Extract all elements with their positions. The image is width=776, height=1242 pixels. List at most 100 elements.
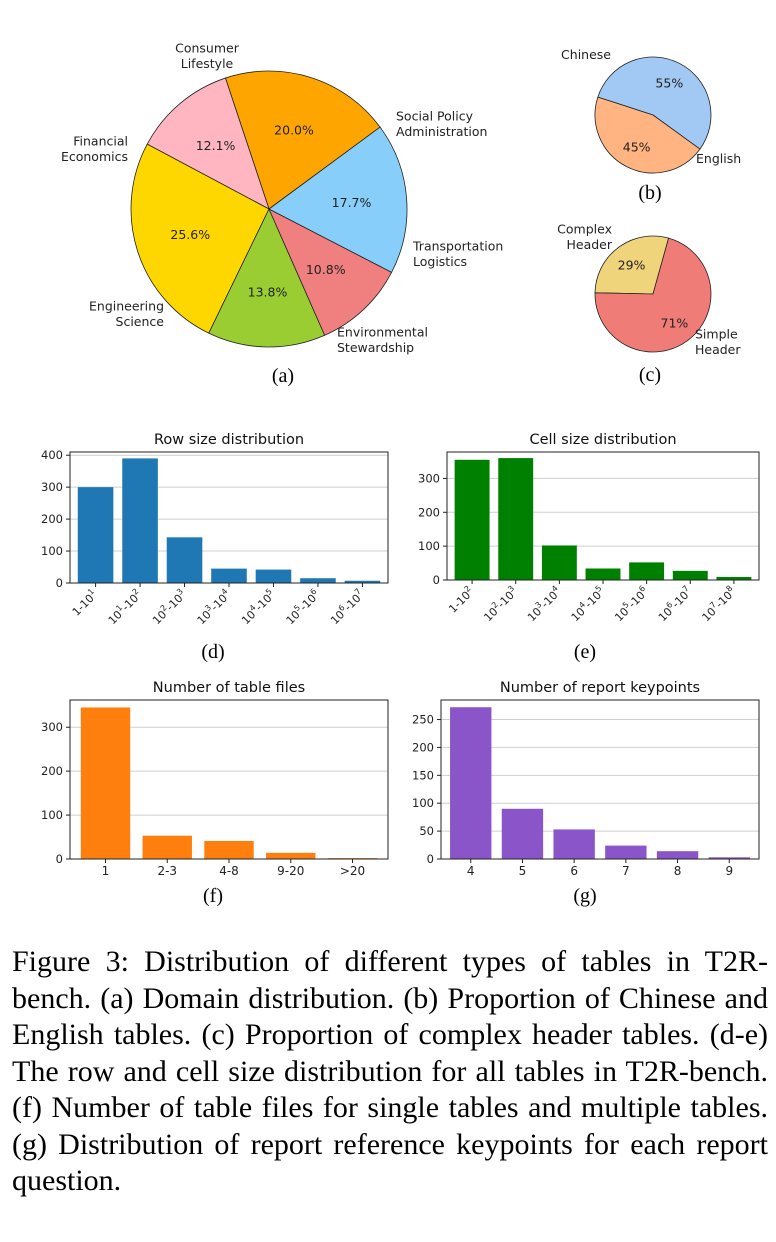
pie-percent-label: 20.0% [274, 123, 314, 138]
plot-frame [69, 451, 389, 584]
panel-label: (g) [573, 885, 596, 907]
bar [450, 707, 492, 859]
y-tick-label: 100 [412, 796, 434, 810]
x-tick-label: 102-103 [149, 587, 189, 627]
y-tick-label: 200 [412, 740, 434, 754]
bar-chart-e: 0 100 200 300 1-102102-103103-104104-105105-… [418, 432, 760, 663]
pie-slice [597, 56, 712, 150]
panel-label: (b) [638, 182, 661, 204]
x-tick-label: 1-101 [68, 587, 100, 619]
panel-label: (d) [201, 641, 224, 663]
bar [553, 829, 595, 859]
pie-chart-c: 29% Complex Header 71% Simple Header (c) [557, 221, 741, 386]
bar [672, 570, 708, 580]
pie-slice-label: Financial Economics [61, 133, 128, 164]
x-tick-label: >20 [340, 864, 365, 878]
y-tick-label: 50 [419, 824, 434, 838]
bar [716, 576, 752, 580]
y-tick-label: 0 [433, 573, 440, 587]
pie-slice [146, 77, 270, 210]
x-tick-label: 105-106 [611, 584, 651, 624]
x-tick-label: 102-103 [480, 584, 520, 624]
x-tick-label: 104-105 [567, 584, 607, 624]
pie-slice-label: English [696, 151, 741, 166]
pie-chart-b: 55% Chinese 45% English (b) [561, 47, 741, 204]
panel-label: (f) [203, 885, 223, 907]
panel-label: (c) [639, 364, 661, 386]
panel-label: (e) [574, 641, 596, 663]
pie-chart-a: 20.0% Consumer Lifestyle 12.1% Financial Econ… [61, 40, 503, 387]
bar-chart-f: 0 100 200 300 1 2-3 4-8 9-20 >20 Number of table … [41, 680, 389, 907]
pie-percent-label: 25.6% [170, 227, 210, 242]
x-tick-label: 7 [622, 864, 630, 878]
pie-percent-label: 10.8% [306, 262, 346, 277]
x-tick-label: 4-8 [219, 864, 239, 878]
pie-slice-label: Consumer Lifestyle [175, 40, 240, 71]
bar [255, 569, 292, 583]
pie-slice [268, 208, 393, 336]
bar [300, 578, 336, 583]
pie-slice [268, 126, 408, 273]
bar [204, 840, 254, 859]
y-tick-label: 100 [41, 808, 63, 822]
x-tick-label: 105-106 [282, 587, 322, 627]
bar [605, 845, 647, 859]
pie-slice-label: Simple Header [695, 326, 741, 357]
y-tick-label: 100 [418, 539, 440, 553]
plot-frame [69, 699, 389, 860]
pie-slice-label: Social Policy Administration [396, 108, 487, 139]
plot-frame [446, 451, 760, 581]
bar [344, 580, 381, 583]
bar [211, 568, 247, 583]
y-tick-label: 300 [418, 471, 440, 485]
chart-title: Number of report keypoints [500, 680, 700, 696]
pie-slice [224, 70, 381, 210]
y-tick-label: 300 [41, 480, 63, 494]
pie-percent-label: 13.8% [248, 284, 288, 299]
x-tick-label: 5 [519, 864, 527, 878]
x-tick-label: 9 [725, 864, 733, 878]
pie-slice-label: Chinese [561, 47, 611, 62]
bar [266, 852, 316, 859]
x-tick-label: 103-104 [193, 587, 233, 627]
y-tick-label: 300 [41, 720, 63, 734]
y-tick-label: 200 [41, 512, 63, 526]
y-tick-label: 0 [56, 852, 63, 866]
chart-title: Number of table files [153, 680, 305, 696]
bar [541, 545, 577, 580]
pie-slice [208, 208, 326, 348]
y-tick-label: 100 [41, 544, 63, 558]
bar [77, 487, 114, 583]
y-tick-label: 250 [412, 713, 434, 727]
y-tick-label: 0 [56, 576, 63, 590]
bar [629, 562, 665, 580]
pie-percent-label: 17.7% [332, 195, 372, 210]
x-tick-label: 2-3 [157, 864, 177, 878]
y-tick-label: 400 [41, 448, 63, 462]
bar [498, 458, 534, 580]
x-tick-label: 103-104 [524, 584, 564, 624]
bar [708, 857, 750, 859]
x-tick-label: 106-107 [655, 584, 695, 624]
figure-canvas: 20.0% Consumer Lifestyle 12.1% Financial Econ… [41, 40, 760, 907]
figure-caption: Figure 3: Distribution of different type… [12, 945, 768, 1197]
x-tick-label: 104-105 [238, 587, 278, 627]
chart-title: Cell size distribution [529, 432, 676, 448]
pie-slice [594, 237, 712, 353]
pie-percent-label: 71% [661, 315, 689, 330]
pie-slice [594, 235, 670, 295]
x-tick-label: 9-20 [277, 864, 304, 878]
bar [585, 568, 621, 580]
x-tick-label: 6 [570, 864, 578, 878]
chart-title: Row size distribution [154, 432, 304, 448]
x-tick-label: 106-107 [327, 587, 367, 627]
bar-chart-g: 0 50 100 150 200 250 4 5 6 7 8 9 Number of report ke… [412, 680, 760, 907]
pie-slice [130, 143, 270, 334]
panel-label: (a) [272, 365, 294, 387]
y-tick-label: 150 [412, 768, 434, 782]
bar [454, 459, 490, 580]
x-tick-label: 8 [674, 864, 682, 878]
pie-percent-label: 29% [618, 258, 646, 273]
bar [80, 707, 131, 859]
x-tick-label: 1-102 [445, 584, 477, 616]
